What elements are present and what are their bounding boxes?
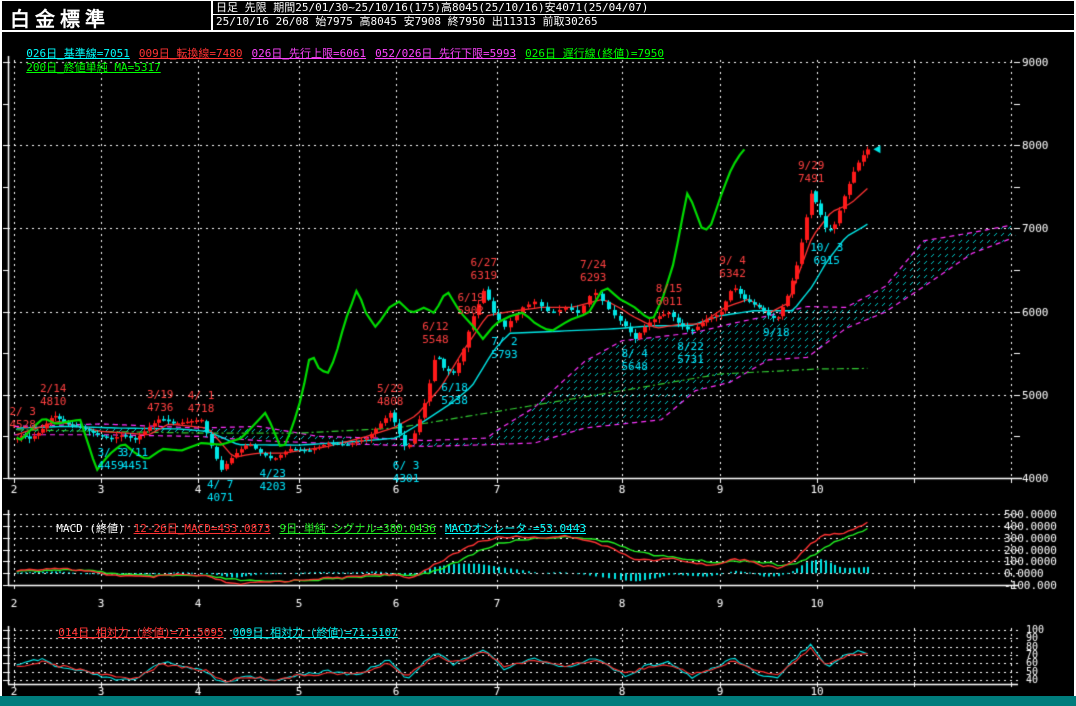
macd-legend-row: MACD (終値) 12-26日_MACD=433.0873 9日 単純 シグナル=… xyxy=(43,507,595,536)
title-bar: 白金標準 日足 先限 期間25/01/30~25/10/16(175)高8045… xyxy=(2,1,1074,32)
legend-rsi9: 009日_相対力 (終値)=71.5107 xyxy=(232,626,398,639)
legend-kijun: 026日_基準線=7051 xyxy=(26,47,130,60)
ichimoku-legend-row2: 200日_終値単純 MA=5317 xyxy=(13,46,170,75)
legend-senkou-lower: 052/026日 先行下限=5993 xyxy=(375,47,517,60)
chart-info: 日足 先限 期間25/01/30~25/10/16(175)高8045(25/1… xyxy=(213,1,1074,30)
legend-macd-signal: 9日 単純 シグナル=380.0436 xyxy=(279,522,436,535)
legend-rsi14: 014日_相対力 (終値)=71.5095 xyxy=(58,626,224,639)
legend-macd-line: 12-26日_MACD=433.0873 xyxy=(133,522,271,535)
instrument-title: 白金標準 xyxy=(2,1,213,31)
rsi-legend-row: 014日_相対力 (終値)=71.5095 009日_相対力 (終値)=71.51… xyxy=(45,611,407,640)
legend-macd-title: MACD (終値) xyxy=(56,522,125,535)
legend-ma200: 200日_終値単純 MA=5317 xyxy=(26,61,161,74)
bottom-scrollbar[interactable] xyxy=(0,696,1076,706)
legend-chikou: 026日 遅行線(終値)=7950 xyxy=(525,47,665,60)
chart-info-line2: 25/10/16 26/08 始7975 高8045 安7908 終7950 出… xyxy=(216,15,598,28)
legend-senkou-upper: 026日_先行上限=6061 xyxy=(251,47,367,60)
legend-tenkan: 009日_転換線=7480 xyxy=(138,47,243,60)
legend-macd-oscillator: MACDオシレータ-=53.0443 xyxy=(444,522,587,535)
chart-info-line1: 日足 先限 期間25/01/30~25/10/16(175)高8045(25/1… xyxy=(213,1,1074,15)
ichimoku-legend-row1: 026日_基準線=7051 009日_転換線=7480 026日_先行上限=6061… xyxy=(13,32,673,61)
main-chart-panel xyxy=(8,58,1020,478)
